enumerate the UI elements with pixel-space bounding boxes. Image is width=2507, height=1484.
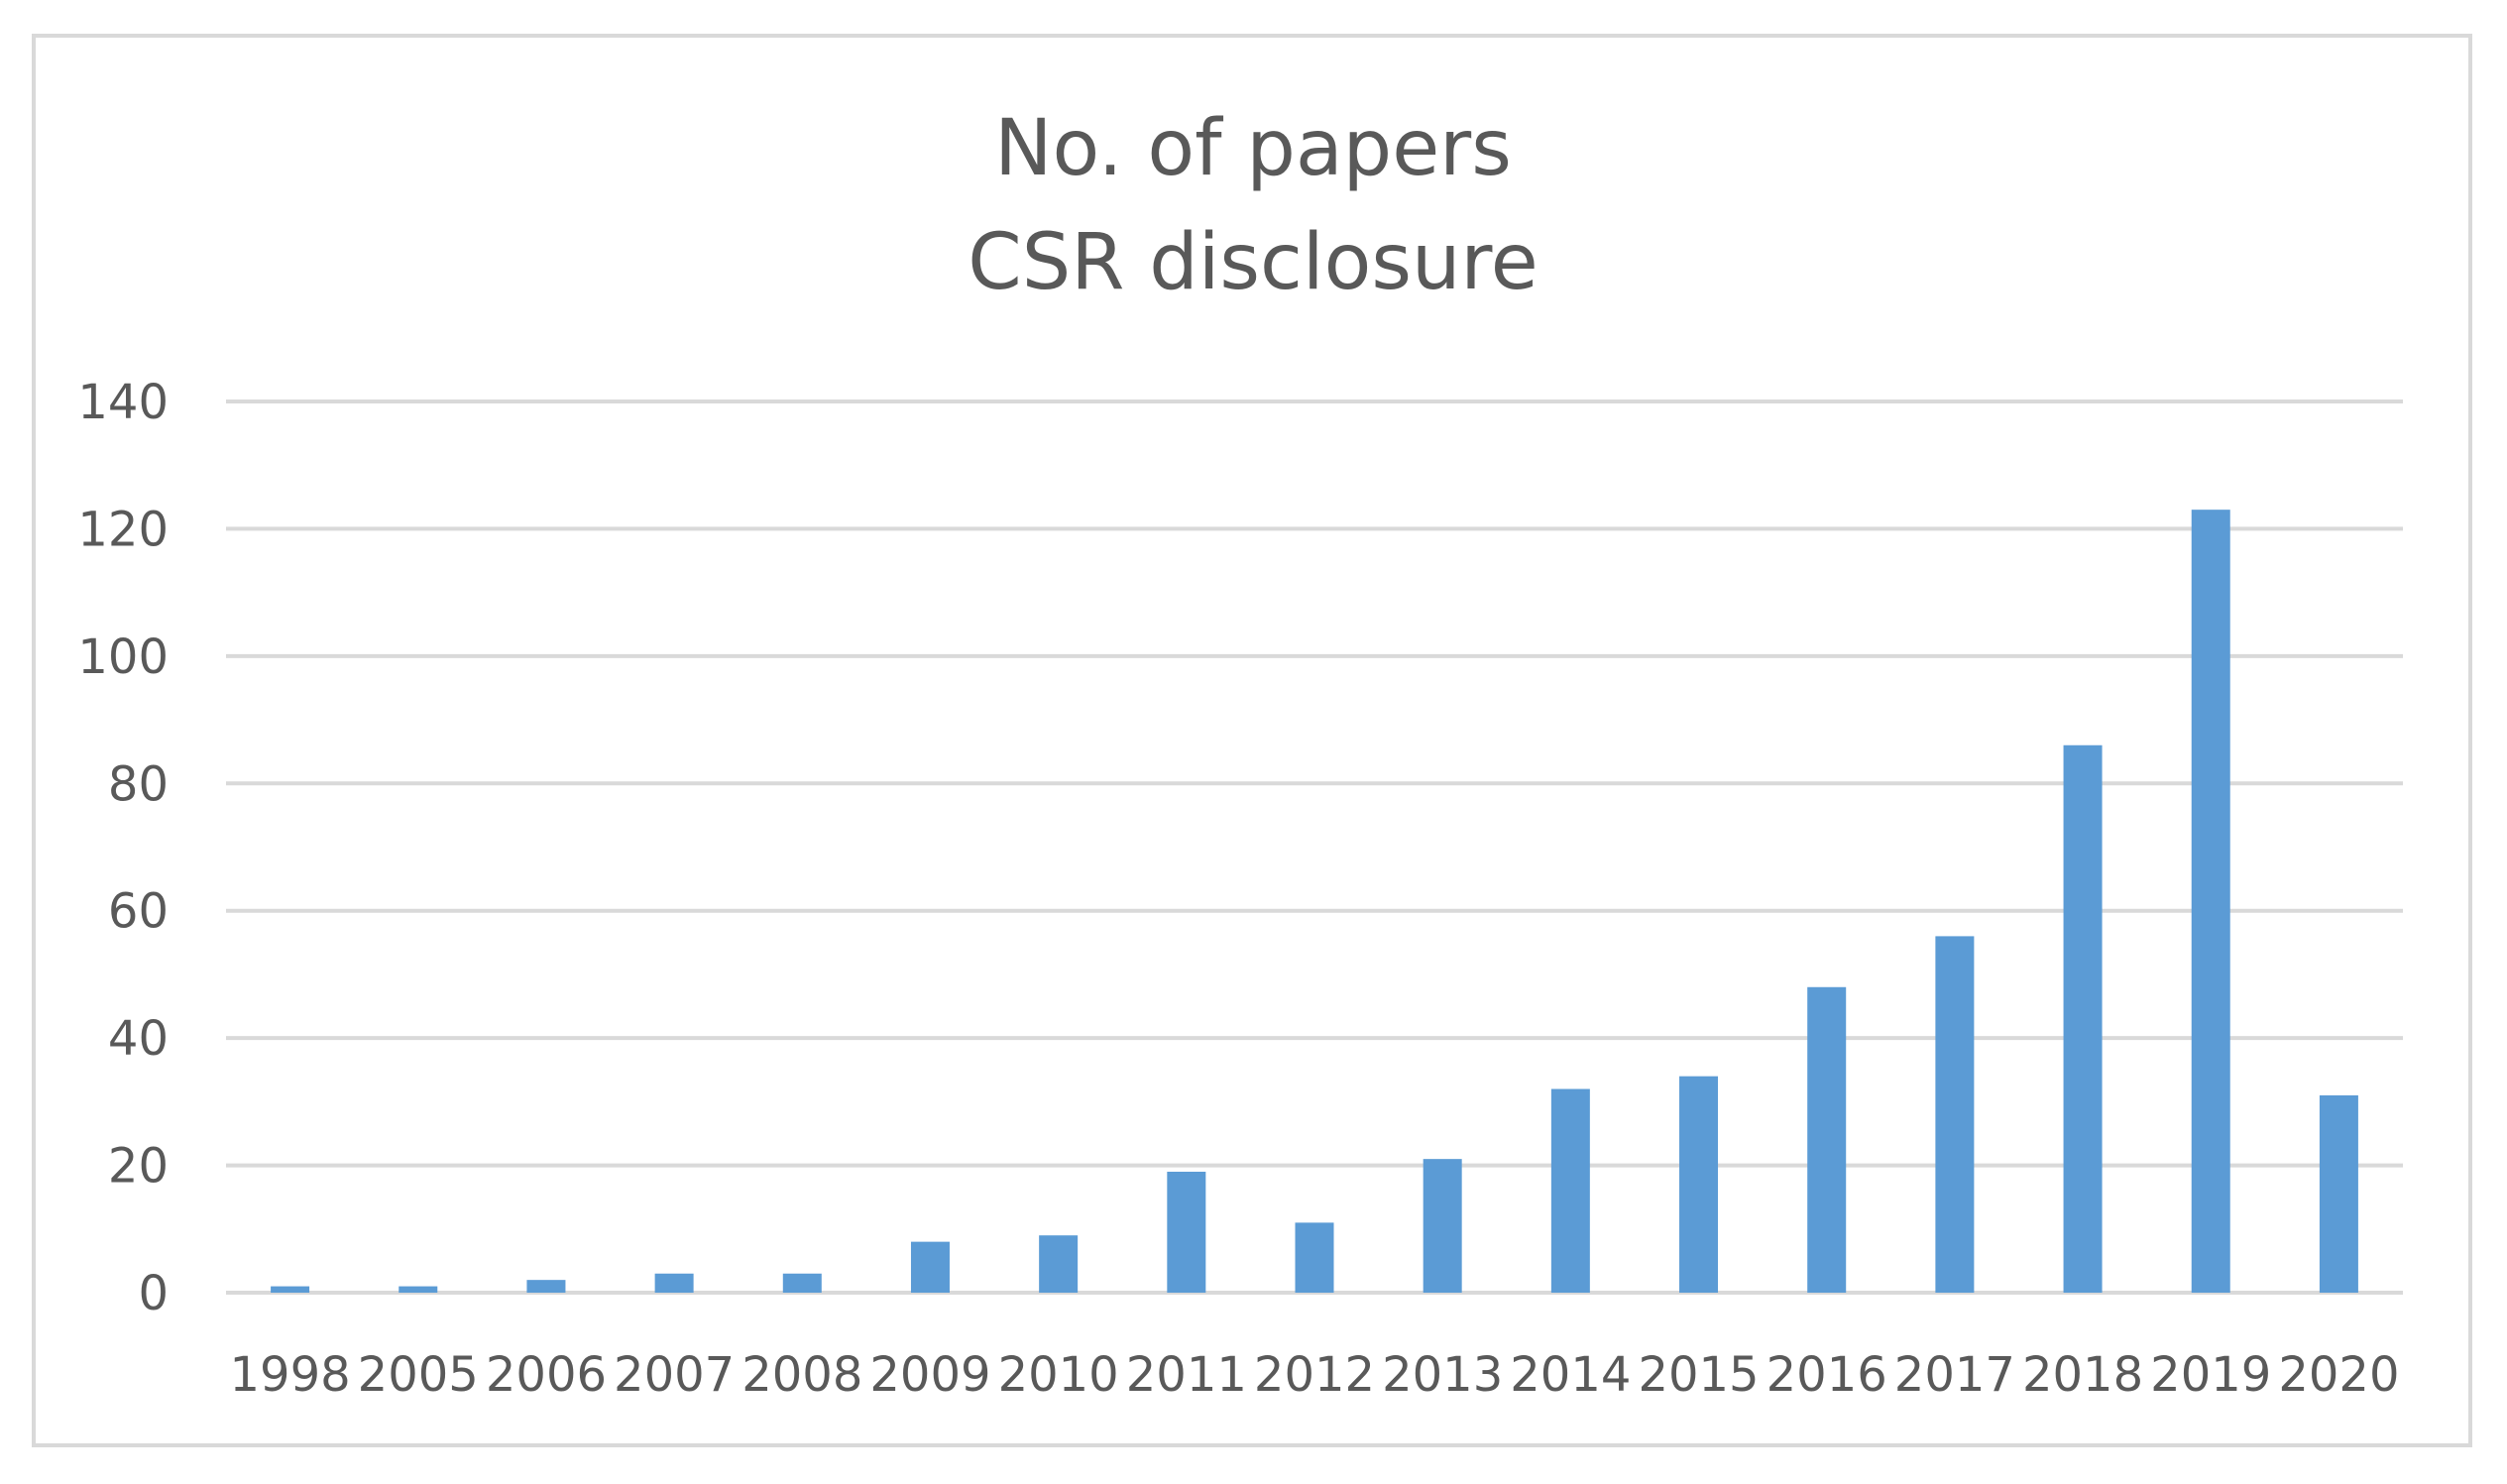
bar-1998: [271, 1286, 310, 1293]
y-tick-label: 100: [77, 629, 169, 685]
x-tick-label: 2014: [1510, 1347, 1631, 1403]
x-tick-label: 2013: [1382, 1347, 1503, 1403]
y-axis-ticks: 0 20 40 60 80 100 120 140: [77, 375, 169, 1321]
bar-2016: [1807, 986, 1847, 1293]
bar-2015: [1679, 1076, 1719, 1293]
x-tick-label: 2020: [2278, 1347, 2399, 1403]
y-tick-label: 60: [108, 884, 169, 940]
x-tick-label: 2018: [2022, 1347, 2143, 1403]
bar-2011: [1167, 1171, 1206, 1293]
y-tick-label: 0: [138, 1266, 169, 1321]
bars: [271, 510, 2358, 1293]
y-tick-label: 140: [77, 375, 169, 430]
bar-2007: [654, 1273, 694, 1293]
x-tick-label: 2016: [1766, 1347, 1887, 1403]
x-tick-label: 2011: [1126, 1347, 1247, 1403]
bar-2008: [782, 1273, 822, 1293]
x-tick-label: 2008: [741, 1347, 862, 1403]
x-tick-label: 2012: [1254, 1347, 1375, 1403]
x-tick-label: 2010: [998, 1347, 1119, 1403]
gridlines: [226, 400, 2403, 1295]
x-tick-label: 2019: [2150, 1347, 2271, 1403]
y-tick-label: 120: [77, 502, 169, 557]
x-tick-label: 2005: [358, 1347, 479, 1403]
bar-2020: [2319, 1094, 2358, 1293]
bar-2019: [2191, 510, 2230, 1293]
x-tick-label: 2009: [869, 1347, 990, 1403]
y-tick-label: 80: [108, 756, 169, 812]
bar-2018: [2063, 744, 2103, 1293]
bar-2005: [399, 1286, 438, 1293]
bar-2010: [1039, 1235, 1079, 1293]
y-tick-label: 40: [108, 1011, 169, 1067]
bar-2017: [1935, 936, 1975, 1293]
x-tick-label: 2006: [486, 1347, 607, 1403]
x-tick-label: 2015: [1638, 1347, 1759, 1403]
y-tick-label: 20: [108, 1139, 169, 1195]
x-tick-label: 2017: [1894, 1347, 2015, 1403]
x-tick-label: 1998: [230, 1347, 351, 1403]
bar-2014: [1550, 1088, 1590, 1293]
chart-title-line-1: No. of papers: [994, 104, 1512, 193]
bar-2006: [526, 1280, 566, 1293]
bar-2009: [910, 1241, 950, 1293]
chart-title-line-2: CSR disclosure: [968, 218, 1538, 307]
x-tick-label: 2007: [614, 1347, 735, 1403]
x-axis-ticks: 1998 2005 2006 2007 2008 2009 2010 2011 2012 2013…: [230, 1347, 2400, 1403]
bar-2012: [1295, 1222, 1334, 1293]
bar-2013: [1423, 1159, 1462, 1293]
